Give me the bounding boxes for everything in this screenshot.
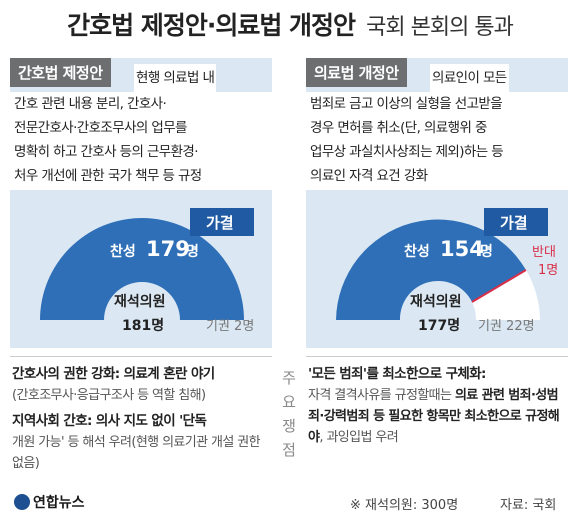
- no-slice: [471, 269, 527, 303]
- present-value: 181명: [122, 317, 164, 334]
- page-title: 간호법 제정안·의료법 개정안 국회 본회의 통과: [0, 6, 580, 42]
- present-value: 177명: [418, 317, 460, 334]
- yes-label: 찬성: [404, 243, 430, 260]
- yonhap-logo-icon: [14, 494, 30, 510]
- issue-text: 자격 결격사유를 규정할때는 의료 관련 범죄·성범죄·강력범죄 등 필요한 항…: [308, 388, 560, 445]
- present-label: 재석의원: [114, 293, 166, 310]
- yes-value: 154: [440, 237, 484, 261]
- footnote: ※ 재석의원: 300명: [350, 498, 459, 513]
- yes-arc: [40, 218, 244, 320]
- footer: 연합뉴스 ※ 재석의원: 300명 자료: 국회: [0, 488, 580, 518]
- issue-title: '모든 범죄'를 최소한으로 구체화:: [308, 366, 486, 382]
- issue-title: 지역사회 간호: 의사 지도 없이 '단독: [12, 413, 207, 429]
- nursing-law-panel: 찬성 179 명 가결 재석의원 181명 기권 2명 간호법 제정안 현행 의…: [10, 58, 272, 348]
- nursing-law-issues: 간호사의 권한 강화: 의료계 혼란 야기 (간호조무사·응급구조사 등 역할 …: [10, 356, 272, 480]
- no-value: 1명: [538, 263, 558, 278]
- yes-arc: [336, 219, 526, 320]
- medical-law-description: 범죄로 금고 이상의 실형을 선고받을 경우 면허를 취소(단, 의료행위 중 …: [306, 92, 568, 190]
- source: 자료: 국회: [500, 498, 557, 513]
- abstain-label: 기권 2명: [206, 319, 254, 334]
- yes-unit: 명: [186, 243, 199, 260]
- issue-text: (간호조무사·응급구조사 등 역할 침해): [12, 388, 206, 403]
- title-sub: 국회 본회의 통과: [366, 15, 514, 40]
- yes-value: 179: [146, 237, 190, 261]
- nursing-law-badge: 간호법 제정안: [10, 58, 111, 87]
- title-main: 간호법 제정안·의료법 개정안: [67, 11, 356, 40]
- no-label: 반대: [532, 245, 556, 260]
- desc-line-1: 현행 의료법 내: [134, 64, 217, 92]
- nursing-law-chart: 찬성 179 명 가결 재석의원 181명 기권 2명: [40, 208, 254, 334]
- yonhap-logo: 연합뉴스: [14, 492, 85, 512]
- present-label: 재석의원: [410, 293, 462, 310]
- issue-text: 개원 가능' 등 해석 우려(현행 의료기관 개설 권한 없음): [12, 435, 261, 471]
- result-badge: 가결: [206, 214, 234, 232]
- issue-title: 간호사의 권한 강화: 의료계 혼란 야기: [12, 366, 215, 382]
- medical-law-badge: 의료법 개정안: [306, 58, 407, 87]
- medical-law-panel: 찬성 154 명 가결 반대 1명 재석의원 177명 기권 22명 의료법 개…: [306, 58, 568, 348]
- result-badge: 가결: [500, 214, 528, 232]
- yes-label: 찬성: [110, 243, 136, 260]
- key-issues-label: 주요 쟁점: [282, 369, 296, 459]
- abstain-arc: [472, 270, 540, 320]
- medical-law-chart: 찬성 154 명 가결 반대 1명 재석의원 177명 기권 22명: [336, 208, 558, 334]
- desc-line-1: 의료인이 모든: [430, 64, 509, 92]
- medical-law-issues: '모든 범죄'를 최소한으로 구체화: 자격 결격사유를 규정할때는 의료 관련…: [306, 356, 568, 480]
- yes-unit: 명: [480, 243, 493, 260]
- abstain-label: 기권 22명: [478, 319, 535, 334]
- nursing-law-description: 간호 관련 내용 분리, 간호사· 전문간호사·간호조무사의 업무를 명확히 하…: [10, 92, 272, 190]
